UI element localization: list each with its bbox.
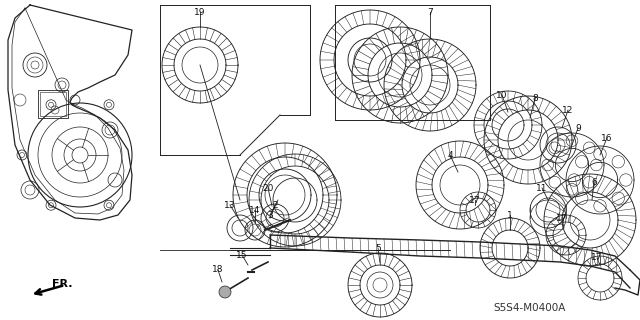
Text: S5S4-M0400A: S5S4-M0400A [494, 303, 566, 313]
Text: 17: 17 [556, 213, 568, 222]
Text: 4: 4 [447, 150, 453, 159]
Text: 8: 8 [532, 93, 538, 102]
Text: 17: 17 [469, 196, 481, 204]
Text: 18: 18 [212, 266, 224, 275]
Text: 13: 13 [224, 201, 236, 210]
Text: 14: 14 [250, 205, 260, 214]
Text: 20: 20 [262, 183, 274, 193]
Text: 2: 2 [272, 201, 278, 210]
Text: 5: 5 [375, 244, 381, 252]
Bar [38, 90, 68, 118]
Bar [40, 92, 66, 116]
Text: 17: 17 [591, 253, 603, 262]
Text: 9: 9 [575, 124, 581, 132]
Text: 1: 1 [507, 211, 513, 220]
Text: 7: 7 [427, 7, 433, 17]
Text: 19: 19 [195, 7, 205, 17]
Text: 12: 12 [563, 106, 573, 115]
Circle shape [219, 286, 231, 298]
Text: 11: 11 [536, 183, 548, 193]
Text: 6: 6 [591, 178, 597, 187]
Text: 16: 16 [601, 133, 612, 142]
Text: 3: 3 [267, 211, 273, 220]
Text: 15: 15 [236, 251, 248, 260]
Text: FR.: FR. [52, 279, 72, 289]
Text: 10: 10 [496, 91, 508, 100]
